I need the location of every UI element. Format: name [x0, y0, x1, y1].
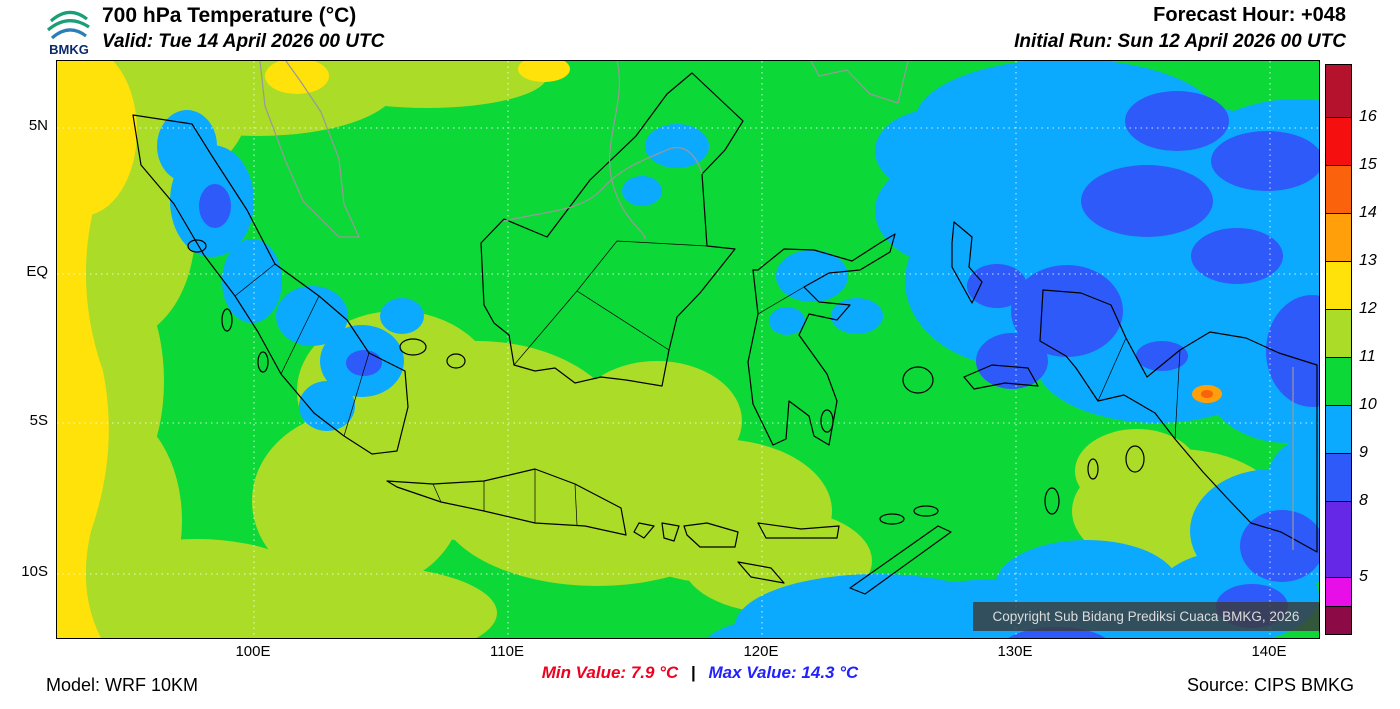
logo-text: BMKG	[49, 42, 89, 57]
colorbar-block	[1325, 262, 1352, 310]
forecast-hour: Forecast Hour: +048	[1153, 4, 1346, 26]
colorbar-block	[1325, 118, 1352, 166]
lon-label: 140E	[1251, 643, 1287, 660]
minmax-values: Min Value: 7.9 °C | Max Value: 14.3 °C	[0, 663, 1400, 683]
temp-region-yellow	[57, 61, 570, 638]
valid-time: Valid: Tue 14 April 2026 00 UTC	[102, 31, 385, 52]
colorbar-tick-label: 5	[1359, 568, 1368, 585]
lat-lon-gridlines	[57, 61, 1319, 638]
colorbar-block	[1325, 502, 1352, 578]
min-value-label: Min Value:	[541, 663, 627, 682]
colorbar-block	[1325, 64, 1352, 118]
colorbar-tick-label: 16	[1359, 108, 1377, 125]
temp-hotspot-core	[1201, 390, 1213, 398]
foreign-coastlines-and-borders	[259, 61, 1294, 550]
lon-label: 100E	[235, 643, 271, 660]
colorbar-block	[1325, 358, 1352, 406]
colorbar-tick-labels: 16 15 14 13 12 11 10 9 8 5	[1359, 0, 1399, 709]
temp-region-blue	[199, 91, 1319, 638]
lon-label: 130E	[997, 643, 1033, 660]
lat-label: EQ	[26, 263, 48, 280]
bmkg-logo: BMKG	[46, 10, 90, 57]
min-value: 7.9 °C	[630, 663, 679, 682]
colorbar-block	[1325, 406, 1352, 454]
colorbar-block	[1325, 214, 1352, 262]
lon-label: 120E	[743, 643, 779, 660]
colorbar-block	[1325, 578, 1352, 607]
logo-arc	[46, 19, 90, 32]
logo-arc	[50, 28, 87, 40]
lat-label: 10S	[21, 563, 48, 580]
colorbar-block	[1325, 454, 1352, 502]
source-label: Source: CIPS BMKG	[1186, 675, 1354, 695]
colorbar-tick-label: 9	[1359, 444, 1368, 461]
lon-label: 110E	[490, 643, 524, 660]
lat-label: 5N	[28, 117, 48, 134]
province-borders	[234, 240, 1181, 526]
copyright-text: Copyright Sub Bidang Prediksi Cuaca BMKG…	[993, 609, 1300, 624]
colorbar-tick-label: 15	[1359, 156, 1377, 173]
max-value-label: Max Value:	[708, 663, 797, 682]
colorbar-tick-label: 11	[1359, 348, 1376, 365]
colorbar-tick-label: 10	[1359, 396, 1377, 413]
lon-axis: 100E 110E 120E 130E 140E	[0, 643, 1400, 663]
colorbar-block	[1325, 607, 1352, 635]
page-title: 700 hPa Temperature (°C)	[102, 4, 357, 27]
initial-run: Initial Run: Sun 12 April 2026 00 UTC	[1014, 31, 1346, 52]
copyright-box: Copyright Sub Bidang Prediksi Cuaca BMKG…	[973, 602, 1319, 631]
minmax-separator: |	[690, 663, 696, 682]
max-value: 14.3 °C	[801, 663, 859, 682]
colorbar	[1325, 64, 1352, 635]
logo-arc	[49, 10, 88, 23]
colorbar-block	[1325, 166, 1352, 214]
colorbar-tick-label: 14	[1359, 204, 1377, 221]
colorbar-block	[1325, 310, 1352, 358]
colorbar-tick-label: 8	[1359, 492, 1368, 509]
model-label: Model: WRF 10KM	[46, 675, 199, 695]
lat-axis: 5N EQ 5S 10S	[6, 0, 48, 709]
colorbar-tick-label: 13	[1359, 252, 1377, 269]
colorbar-tick-label: 12	[1359, 300, 1377, 317]
temperature-map: Copyright Sub Bidang Prediksi Cuaca BMKG…	[56, 60, 1320, 639]
lat-label: 5S	[29, 412, 48, 429]
temperature-map-svg: Copyright Sub Bidang Prediksi Cuaca BMKG…	[57, 61, 1319, 638]
